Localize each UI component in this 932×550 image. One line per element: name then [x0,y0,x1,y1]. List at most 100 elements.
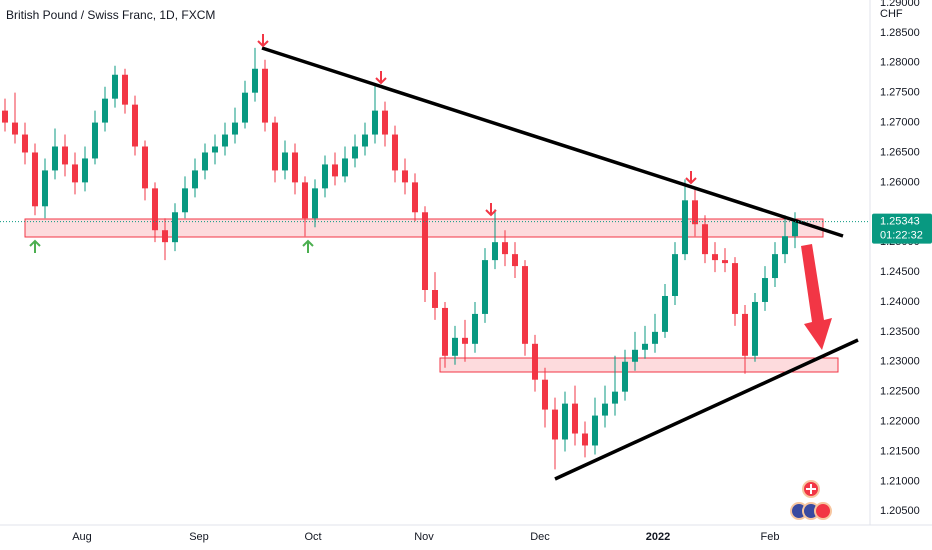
candle-body [382,110,388,135]
candle-body [442,307,448,356]
candle-body [132,104,138,147]
y-tick-label: 1.23000 [880,356,920,368]
candle-body [552,409,558,440]
down-arrow [485,203,497,217]
candle-body [742,313,748,356]
x-tick-label: Feb [761,531,780,543]
y-tick-label: 1.26000 [880,176,920,188]
x-tick-label: Nov [414,531,434,543]
y-tick-label: 1.24000 [880,296,920,308]
drawings [0,34,870,520]
candle-body [492,242,498,261]
y-tick-label: 1.27000 [880,116,920,128]
candle-body [332,164,338,177]
x-tick-label: Oct [304,531,321,543]
y-tick-label: 1.26500 [880,146,920,158]
candle-body [142,146,148,189]
currency-label: CHF [880,8,903,20]
y-tick-label: 1.28500 [880,27,920,39]
candle-body [22,134,28,153]
candle-body [782,236,788,255]
down-arrow [375,71,387,85]
candle-body [312,188,318,219]
candle-body [122,74,128,105]
candle-body [642,343,648,350]
y-tick-label: 1.21500 [880,445,920,457]
candle-body [212,146,218,153]
candle-body [562,403,568,440]
y-tick-label: 1.20500 [880,505,920,517]
candle-body [182,188,188,213]
y-tick-label: 1.23500 [880,326,920,338]
candle-body [172,212,178,243]
candle-body [452,337,458,356]
candle-body [202,152,208,171]
y-tick-label: 1.28000 [880,57,920,69]
x-tick-label: Dec [530,531,550,543]
candle-body [92,122,98,159]
candle-body [652,331,658,344]
candle-body [482,260,488,314]
candle-body [462,337,468,344]
y-tick-label: 1.22500 [880,386,920,398]
trendline-upper [261,46,844,238]
last-price-label: 1.25343 [880,216,920,228]
x-tick-label: Aug [72,531,92,543]
candle-body [532,343,538,380]
countdown-label: 01:22:32 [880,230,923,242]
projection-arrow [801,244,832,350]
candle-body [692,200,698,225]
candle-body [632,349,638,362]
candle-body [302,182,308,219]
candle-body [352,146,358,159]
candle-body [72,164,78,183]
candle-body [2,110,8,123]
support-zone [439,357,839,373]
up-arrow [302,239,314,253]
candle-body [262,68,268,123]
icon [814,502,832,520]
candle-body [322,164,328,189]
candle-body [162,230,168,243]
candle-body [362,134,368,147]
candle-body [232,122,238,135]
down-arrow [257,34,269,48]
icon [806,484,816,494]
candle-body [722,260,728,264]
candle-body [432,290,438,308]
candle-body [82,158,88,183]
candle-body [732,263,738,314]
candle-body [502,242,508,255]
candle-body [32,152,38,207]
candle-body [592,415,598,446]
candle-body [622,361,628,392]
down-arrows [257,34,697,217]
candle-body [682,200,688,255]
x-tick-label: 2022 [646,531,670,543]
candle-body [112,74,118,99]
x-tick-label: Sep [189,531,209,543]
candle-body [662,295,668,332]
candle-body [512,254,518,267]
candle-body [192,170,198,189]
candle-body [752,301,758,356]
candle-body [42,170,48,207]
flag-icons [790,480,832,520]
candle-body [472,313,478,344]
candle-body [412,182,418,213]
candle-body [222,134,228,147]
candle-body [542,379,548,410]
candle-body [372,110,378,135]
trendline-lower [554,338,859,481]
candle-body [252,68,258,93]
candle-body [712,254,718,261]
candle-body [612,391,618,404]
up-arrows [29,239,314,253]
up-arrow [29,239,41,253]
y-tick-label: 1.21000 [880,475,920,487]
last-price-box [872,213,932,244]
chart-title: British Pound / Swiss Franc, 1D, FXCM [6,8,215,22]
